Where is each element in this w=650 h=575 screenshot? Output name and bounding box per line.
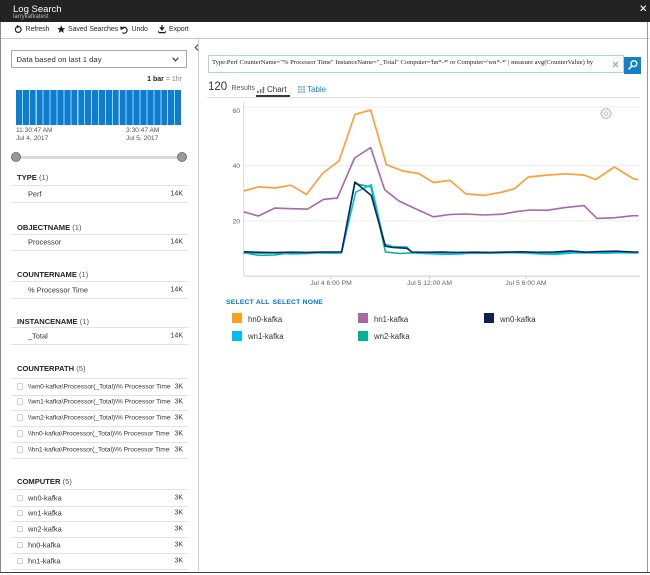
svg-text:Jul 4 6:00 PM: Jul 4 6:00 PM bbox=[310, 280, 352, 287]
svg-text:20: 20 bbox=[232, 218, 240, 225]
svg-text:60: 60 bbox=[232, 108, 240, 115]
svg-text:40: 40 bbox=[232, 163, 240, 170]
svg-text:Jul 5 6:00 AM: Jul 5 6:00 AM bbox=[505, 280, 547, 287]
svg-text:Jul 5 12:00 AM: Jul 5 12:00 AM bbox=[407, 280, 452, 287]
